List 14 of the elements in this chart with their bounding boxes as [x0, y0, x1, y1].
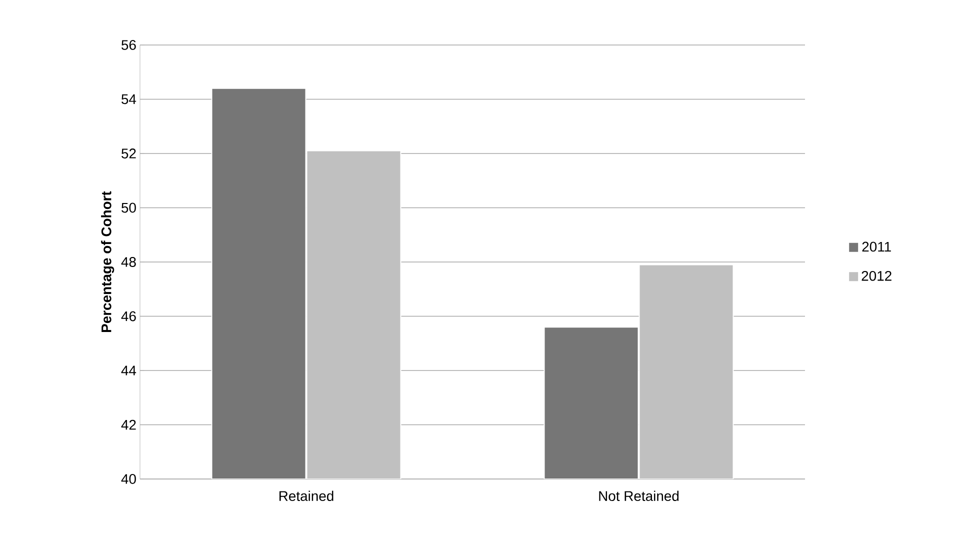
y-tick-label: 46	[121, 311, 136, 322]
x-tick-label: Retained	[279, 490, 334, 502]
y-tick-label: 50	[122, 202, 136, 213]
y-tick-label: 56	[122, 40, 136, 50]
y-tick-label: 42	[121, 420, 136, 430]
y-tick-label: 48	[121, 257, 136, 267]
y-tick-label: 54	[122, 94, 136, 104]
legend-label: 2012	[862, 270, 892, 281]
legend-label: 2011	[862, 242, 891, 252]
y-tick-label: 44	[121, 366, 136, 376]
y-tick-label: 40	[121, 474, 136, 484]
y-tick-label: 52	[122, 148, 136, 158]
x-tick-label: Not Retained	[599, 490, 679, 502]
y-axis-title: Percentage of Cohort	[101, 191, 114, 332]
